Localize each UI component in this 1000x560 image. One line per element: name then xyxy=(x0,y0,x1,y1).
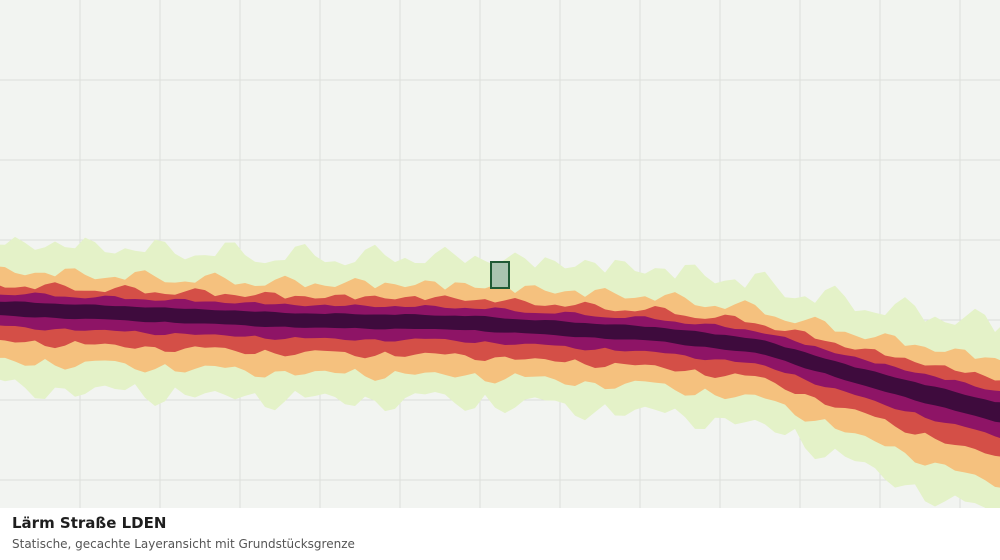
noise-band xyxy=(0,292,1000,439)
map xyxy=(0,0,1000,508)
layer-title: Lärm Straße LDEN xyxy=(12,514,167,532)
noise-band xyxy=(0,301,1000,423)
layer-subtitle: Statische, gecachte Layeransicht mit Gru… xyxy=(12,537,355,551)
parcel-boundary[interactable] xyxy=(490,261,510,289)
noise-layer xyxy=(0,236,1000,508)
info-panel: Lärm Straße LDEN Statische, gecachte Lay… xyxy=(0,508,1000,560)
